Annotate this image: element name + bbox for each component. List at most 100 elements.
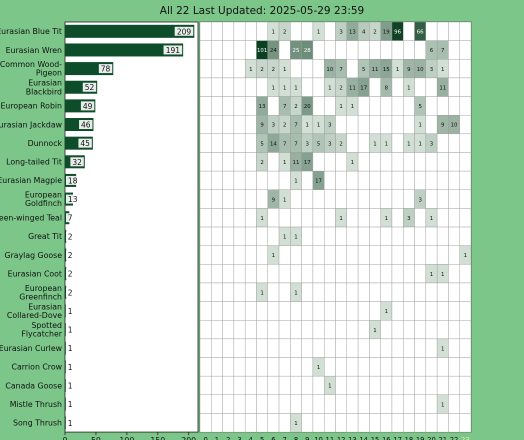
heatmap-count: 7 — [441, 48, 444, 54]
heatmap-cell — [211, 413, 223, 433]
heatmap-cell — [369, 245, 381, 265]
heatmap-cell — [459, 413, 472, 433]
heatmap-cell — [459, 282, 472, 302]
heatmap-cell — [357, 338, 370, 358]
heatmap-cell — [256, 77, 268, 97]
heatmap-cell — [244, 394, 257, 414]
heatmap-count: 5 — [260, 141, 263, 147]
heatmap-cell — [357, 226, 370, 246]
heatmap-cell — [448, 152, 460, 172]
heatmap-cell — [357, 152, 370, 172]
heatmap-cell — [425, 282, 438, 302]
heatmap-cell — [448, 301, 460, 321]
heatmap-cell — [222, 413, 235, 433]
heatmap-cell — [312, 282, 325, 302]
heatmap-cell — [312, 320, 325, 340]
species-label: Great Tit — [28, 232, 62, 241]
heatmap-cell — [391, 413, 404, 433]
heatmap-cell — [425, 357, 438, 377]
heatmap-count: 1 — [260, 216, 263, 222]
heatmap-cell — [199, 282, 212, 302]
heatmap-count: 9 — [407, 67, 411, 73]
heatmap-cell — [335, 375, 347, 396]
heatmap-cell — [324, 413, 336, 433]
heatmap-cell — [301, 282, 314, 302]
heatmap-cell — [244, 21, 257, 41]
heatmap-cell — [324, 208, 336, 228]
heatmap-cell — [222, 245, 235, 265]
species-label: Eurasian Magpie — [0, 176, 62, 185]
heatmap-cell — [278, 245, 291, 265]
species-label: Carrion Crow — [12, 363, 63, 372]
hour-tick-label: 6 — [271, 436, 275, 440]
x-tick-label: 50 — [91, 436, 101, 440]
heatmap-count: 2 — [373, 30, 376, 36]
heatmap-cell — [199, 226, 212, 246]
heatmap-cell — [380, 245, 393, 265]
heatmap-cell — [436, 245, 449, 265]
bar-value-label: 1 — [68, 307, 73, 316]
heatmap-cell — [267, 96, 280, 116]
species-label: European Greenfinch — [19, 284, 62, 302]
bar — [65, 341, 66, 355]
bar-value-box — [66, 269, 75, 279]
heatmap-count: 1 — [294, 179, 297, 185]
heatmap-cell — [278, 282, 291, 302]
heatmap-count: 1 — [418, 141, 421, 147]
heatmap-cell — [211, 40, 223, 60]
heatmap-count: 2 — [283, 30, 286, 36]
heatmap-cell — [301, 375, 314, 396]
heatmap-cell — [403, 189, 415, 209]
heatmap-cell — [199, 208, 212, 228]
heatmap-cell — [312, 208, 325, 228]
heatmap-cell — [391, 394, 404, 414]
heatmap-cell — [459, 320, 472, 340]
heatmap-cell — [233, 282, 246, 302]
heatmap-cell — [403, 338, 415, 358]
species-label: Eurasian Jackdaw — [0, 120, 63, 129]
heatmap-count: 1 — [351, 160, 354, 166]
heatmap-count: 19 — [383, 30, 390, 36]
bar — [65, 397, 66, 411]
heatmap-cell — [391, 133, 404, 153]
heatmap-cell — [346, 282, 359, 302]
heatmap-cell — [448, 40, 460, 60]
heatmap-cell — [324, 320, 336, 340]
heatmap-cell — [233, 59, 246, 79]
heatmap-cell — [290, 301, 302, 321]
species-label: Common Wood-Pigeon — [0, 60, 62, 78]
heatmap-cell — [199, 189, 212, 209]
heatmap-cell — [267, 226, 280, 246]
heatmap-count: 1 — [430, 272, 433, 278]
heatmap-cell — [414, 264, 427, 284]
heatmap-cell — [414, 226, 427, 246]
heatmap-cell — [290, 320, 302, 340]
heatmap-count: 96 — [394, 30, 401, 36]
heatmap-cell — [222, 152, 235, 172]
heatmap-count: 2 — [339, 141, 342, 147]
heatmap-cell — [414, 394, 427, 414]
heatmap-cell — [414, 320, 427, 340]
heatmap-cell — [290, 357, 302, 377]
heatmap-cell — [290, 375, 302, 396]
heatmap-cell — [448, 208, 460, 228]
heatmap-count: 1 — [294, 85, 297, 91]
heatmap-cell — [357, 320, 370, 340]
heatmap-cell — [425, 413, 438, 433]
heatmap-cell — [391, 170, 404, 190]
heatmap-cell — [357, 189, 370, 209]
bar-value-label: 32 — [72, 158, 82, 167]
heatmap-cell — [391, 77, 404, 97]
heatmap-count: 2 — [260, 160, 263, 166]
heatmap-count: 24 — [270, 48, 277, 54]
heatmap-cell — [301, 301, 314, 321]
heatmap-cell — [346, 375, 359, 396]
heatmap-count: 1 — [396, 67, 399, 73]
heatmap-cell — [346, 338, 359, 358]
heatmap-cell — [459, 394, 472, 414]
heatmap-cell — [324, 226, 336, 246]
heatmap-cell — [459, 264, 472, 284]
heatmap-cell — [459, 96, 472, 116]
species-label: Eurasian Wren — [6, 46, 62, 55]
heatmap-count: 1 — [339, 216, 342, 222]
